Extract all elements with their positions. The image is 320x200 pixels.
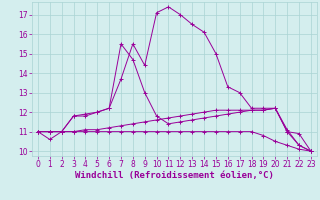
X-axis label: Windchill (Refroidissement éolien,°C): Windchill (Refroidissement éolien,°C) — [75, 171, 274, 180]
